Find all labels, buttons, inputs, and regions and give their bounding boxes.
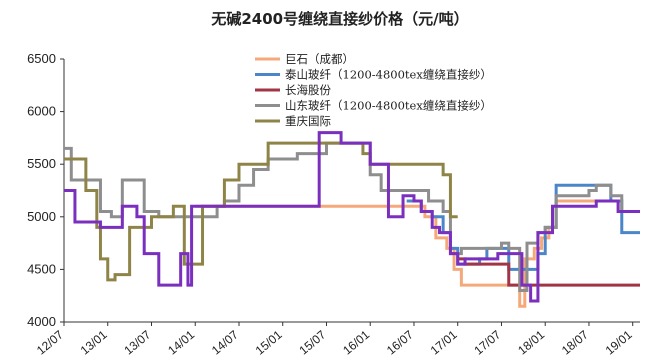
legend-label-4: 山东玻纤（1200-4800tex缠绕直接纱） [285,99,492,113]
legend-label-1: 巨石（成都） [285,52,354,66]
y-axis: 4000 4500 5000 5500 6000 6500 [27,51,64,329]
x-tick-label: 12/07 [34,327,66,357]
x-tick-label: 13/01 [78,327,110,357]
series-line-3 [458,259,640,285]
y-tick-label: 4500 [27,261,56,276]
chart-title: 无碱2400号缠绕直接纱价格（元/吨） [210,10,468,28]
y-tick-label: 6500 [27,51,56,66]
series-layer [64,133,640,307]
y-tick-label: 4000 [27,314,56,329]
x-tick-label: 18/07 [559,327,591,357]
x-tick-label: 17/07 [471,327,503,357]
x-tick-label: 14/07 [209,327,241,357]
x-tick-label: 16/01 [340,327,372,357]
legend-label-2: 泰山玻纤（1200-4800tex缠绕直接纱） [285,68,492,82]
legend: 巨石（成都） 泰山玻纤（1200-4800tex缠绕直接纱）长海股份山东玻纤（12… [255,52,492,128]
x-tick-label: 14/01 [165,327,197,357]
y-tick-label: 5500 [27,156,56,171]
x-tick-label: 15/01 [253,327,285,357]
x-tick-label: 17/01 [428,327,460,357]
x-axis: 12/07 13/01 13/07 14/01 14/07 15/01 15/07 16/01… [34,322,635,358]
x-tick-label: 18/01 [515,327,547,357]
series-line-1 [195,201,640,306]
x-tick-label: 19/01 [603,327,635,357]
x-tick-label: 16/07 [384,327,416,357]
legend-label-3: 长海股份 [285,83,331,97]
x-tick-label: 13/07 [121,327,153,357]
y-tick-label: 6000 [27,104,56,119]
legend-label-5: 重庆国际 [285,114,331,128]
x-tick-label: 15/07 [296,327,328,357]
y-tick-label: 5000 [27,209,56,224]
